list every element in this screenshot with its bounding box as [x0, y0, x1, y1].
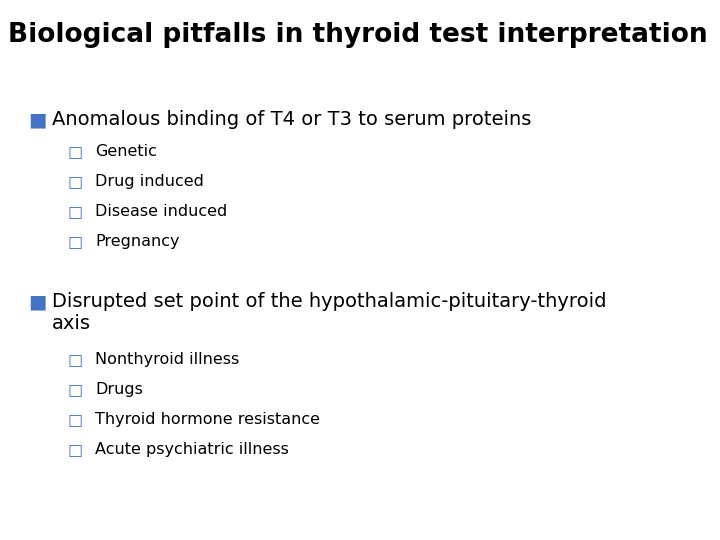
Text: □: □: [68, 144, 83, 159]
Text: Disease induced: Disease induced: [95, 204, 228, 219]
Text: Pregnancy: Pregnancy: [95, 234, 179, 249]
Text: Biological pitfalls in thyroid test interpretation: Biological pitfalls in thyroid test inte…: [8, 22, 708, 48]
Text: Thyroid hormone resistance: Thyroid hormone resistance: [95, 412, 320, 427]
Text: □: □: [68, 412, 83, 427]
Text: Acute psychiatric illness: Acute psychiatric illness: [95, 442, 289, 457]
Text: ■: ■: [28, 110, 46, 129]
Text: Disrupted set point of the hypothalamic-pituitary-thyroid: Disrupted set point of the hypothalamic-…: [52, 292, 606, 311]
Text: Genetic: Genetic: [95, 144, 157, 159]
Text: Anomalous binding of T4 or T3 to serum proteins: Anomalous binding of T4 or T3 to serum p…: [52, 110, 531, 129]
Text: □: □: [68, 174, 83, 189]
Text: ■: ■: [28, 292, 46, 311]
Text: Drugs: Drugs: [95, 382, 143, 397]
Text: Drug induced: Drug induced: [95, 174, 204, 189]
Text: □: □: [68, 382, 83, 397]
Text: Nonthyroid illness: Nonthyroid illness: [95, 352, 239, 367]
Text: □: □: [68, 352, 83, 367]
Text: □: □: [68, 442, 83, 457]
Text: □: □: [68, 204, 83, 219]
Text: axis: axis: [52, 314, 91, 333]
Text: □: □: [68, 234, 83, 249]
